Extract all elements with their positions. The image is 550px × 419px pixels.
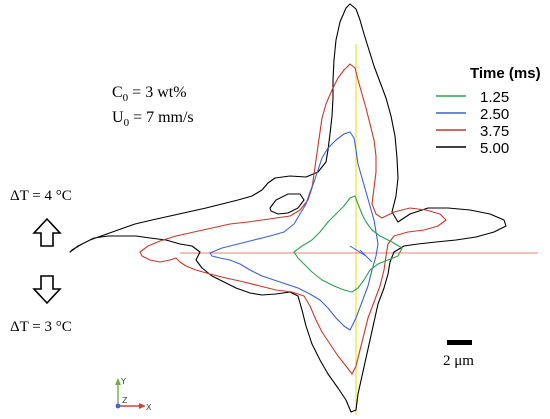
legend-title: Time (ms) [470,65,541,82]
axis-triad-x-arrow [139,403,146,409]
legend-label-1-25: 1.25 [480,89,509,106]
scale-bar [447,340,472,345]
legend-label-5-00: 5.00 [480,140,509,157]
axis-triad-y-label: Y [120,377,126,386]
axis-triad-x-label: X [146,403,152,412]
delta-t-upper-label: ΔT = 4 °C [10,188,72,204]
delta-t-lower-label: ΔT = 3 °C [10,319,72,335]
legend-label-3-75: 3.75 [480,123,509,140]
center-cross-mark [349,245,373,263]
legend-label-2-50: 2.50 [480,106,509,123]
axis-triad-y-arrow [115,378,121,385]
contour-5-00ms-loop [269,193,305,215]
composition-label: C0 = 3 wt% [112,84,187,104]
axis-triad: Y Z X [115,377,152,412]
hollow-down-arrow-icon [32,275,62,305]
scale-bar-label: 2 μm [443,353,474,369]
legend: Time (ms) 1.25 2.50 3.75 5.00 [436,65,541,157]
axis-triad-origin [115,403,121,409]
contour-3-75ms [139,63,447,375]
velocity-label: U0 = 7 mm/s [112,109,194,129]
axis-triad-z-label: Z [122,396,128,405]
contour-1-25ms [293,195,403,293]
hollow-up-arrow-icon [32,217,62,247]
contour-5-00ms [69,3,507,413]
contour-2-50ms [209,131,379,331]
